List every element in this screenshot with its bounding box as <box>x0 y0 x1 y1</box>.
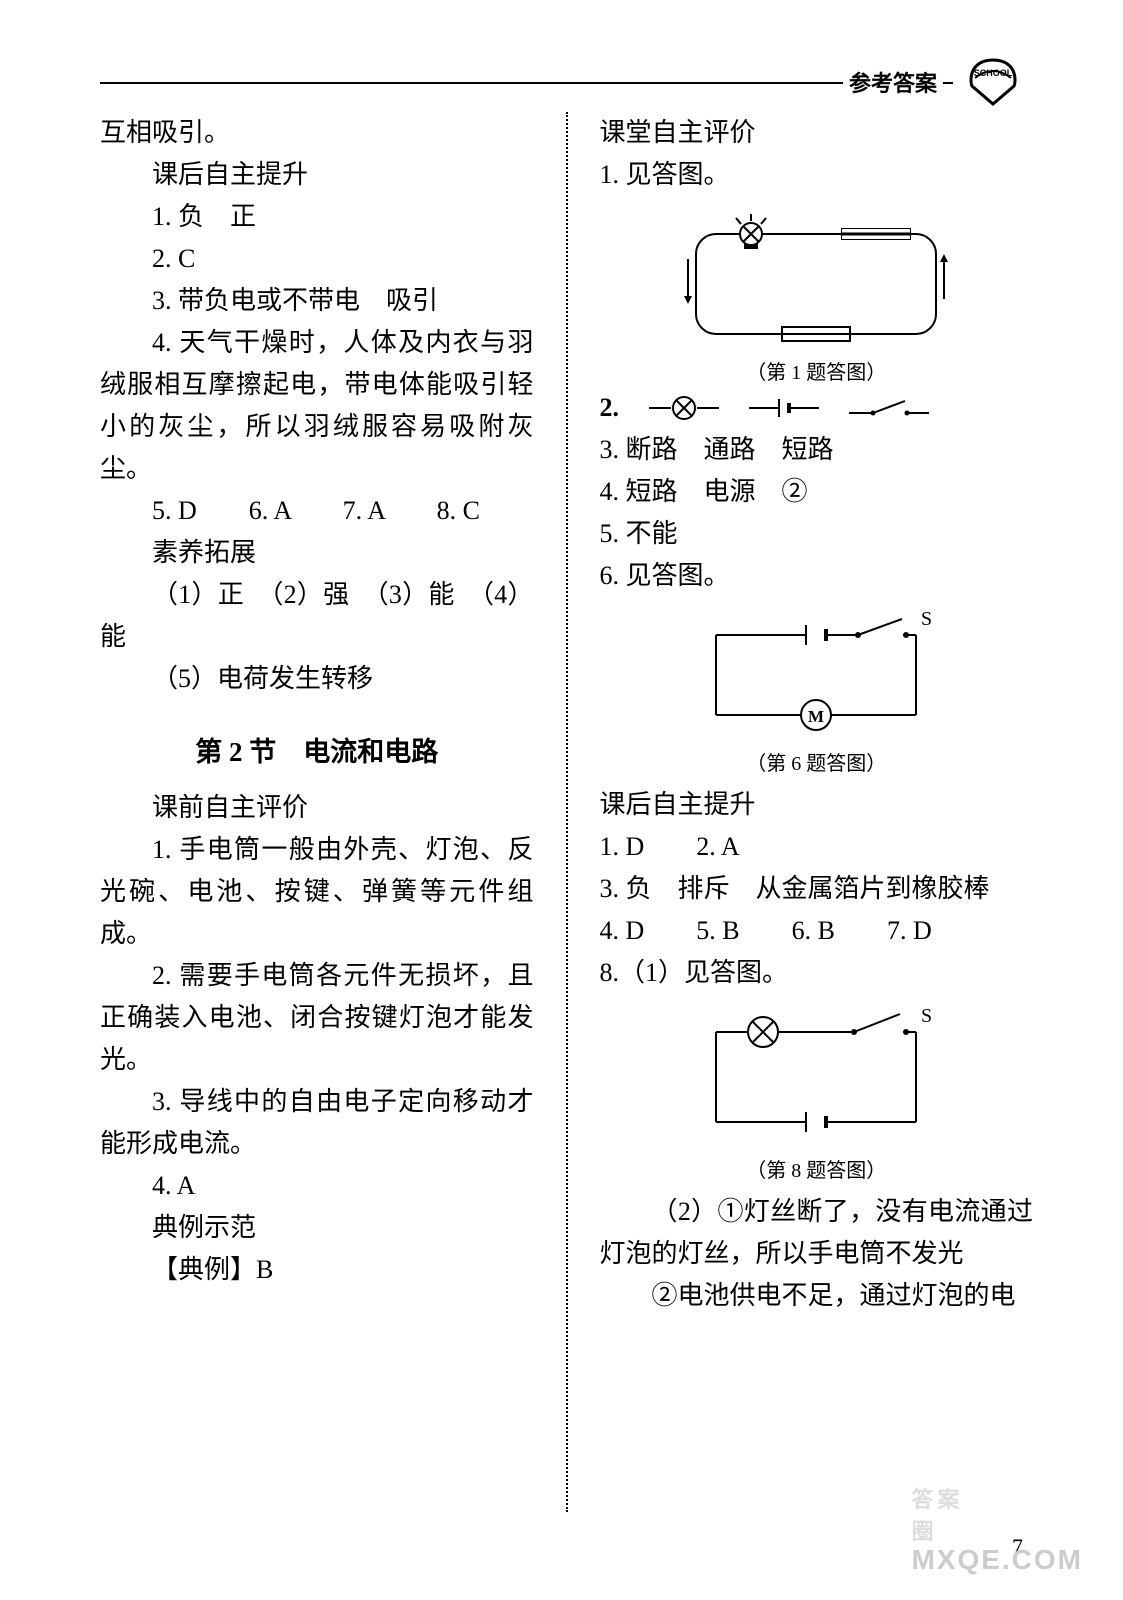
answer-item: （1）正 （2）强 （3）能 （4）能 <box>100 574 534 658</box>
answer-item: 6. 见答图。 <box>600 555 1034 597</box>
answer-item: 1. 负 正 <box>100 196 534 238</box>
answer-item: （5）电荷发生转移 <box>100 658 534 700</box>
page-number: 7 <box>1012 1534 1023 1560</box>
subheading: 课前自主评价 <box>100 787 534 829</box>
answer-item: 2. C <box>100 238 534 280</box>
circuit-diagram-6: S M <box>686 605 946 745</box>
answer-item: 1. 手电筒一般由外壳、灯泡、反光碗、电池、按键、弹簧等元件组成。 <box>100 829 534 955</box>
header-title: 参考答案 <box>843 66 943 98</box>
motor-label: M <box>808 707 824 726</box>
content-columns: 互相吸引。 课后自主提升 1. 负 正 2. C 3. 带负电或不带电 吸引 4… <box>100 112 1033 1512</box>
subheading: 课后自主提升 <box>100 154 534 196</box>
answer-item: 3. 断路 通路 短路 <box>600 429 1034 471</box>
answer-item: 1. 见答图。 <box>600 154 1034 196</box>
answer-item: 5. 不能 <box>600 513 1034 555</box>
svg-text:SCHOOL: SCHOOL <box>974 68 1013 78</box>
answer-item: 3. 负 排斥 从金属箔片到橡胶棒 <box>600 868 1034 910</box>
switch-label: S <box>921 1005 932 1027</box>
right-column: 课堂自主评价 1. 见答图。 <box>600 112 1034 1512</box>
subheading: 素养拓展 <box>100 532 534 574</box>
page-header: 参考答案 SCHOOL <box>100 60 1033 100</box>
watermark-bottom: MXQE.COM <box>911 1544 1083 1575</box>
answer-item: ②电池供电不足，通过灯泡的电 <box>600 1275 1034 1317</box>
cell-symbol-icon <box>749 395 819 421</box>
answer-item: 2. 需要手电筒各元件无损坏，且正确装入电池、闭合按键灯泡才能发光。 <box>100 955 534 1081</box>
column-divider <box>566 112 568 1512</box>
answer-item: 5. D 6. A 7. A 8. C <box>100 490 534 532</box>
header-rule <box>100 82 953 84</box>
text-line: 互相吸引。 <box>100 112 534 154</box>
answer-item: 3. 带负电或不带电 吸引 <box>100 280 534 322</box>
switch-symbol-icon <box>849 395 929 421</box>
section-title: 第 2 节 电流和电路 <box>100 730 534 769</box>
school-icon: SCHOOL <box>963 54 1023 106</box>
subheading: 课堂自主评价 <box>600 112 1034 154</box>
page: 参考答案 SCHOOL 互相吸引。 课后自主提升 1. 负 正 2. C 3. … <box>0 0 1123 1600</box>
answer-item: 4. 短路 电源 ② <box>600 471 1034 513</box>
answer-item: 4. D 5. B 6. B 7. D <box>600 910 1034 952</box>
circuit-diagram-8: S <box>686 1002 946 1152</box>
switch-label: S <box>921 608 932 630</box>
circuit-diagram-1 <box>666 204 966 354</box>
figure-caption: （第 6 题答图） <box>600 747 1034 776</box>
answer-item: 4. A <box>100 1165 534 1207</box>
symbol-row: 2. <box>600 393 1034 423</box>
answer-item: 4. 天气干燥时，人体及内衣与羽绒服相互摩擦起电，带电体能吸引轻小的灰尘，所以羽… <box>100 322 534 490</box>
answer-item: 1. D 2. A <box>600 826 1034 868</box>
subheading: 典例示范 <box>100 1207 534 1249</box>
answer-item: （2）①灯丝断了，没有电流通过灯泡的灯丝，所以手电筒不发光 <box>600 1191 1034 1275</box>
answer-item: 8.（1）见答图。 <box>600 952 1034 994</box>
subheading: 课后自主提升 <box>600 784 1034 826</box>
figure-caption: （第 1 题答图） <box>600 356 1034 385</box>
watermark: 答案圈 MXQE.COM <box>911 1544 1083 1576</box>
figure-caption: （第 8 题答图） <box>600 1154 1034 1183</box>
answer-item: 3. 导线中的自由电子定向移动才能形成电流。 <box>100 1081 534 1165</box>
left-column: 互相吸引。 课后自主提升 1. 负 正 2. C 3. 带负电或不带电 吸引 4… <box>100 112 534 1512</box>
lamp-symbol-icon <box>649 395 719 421</box>
item-number: 2. <box>600 393 620 423</box>
answer-item: 【典例】B <box>100 1249 534 1291</box>
